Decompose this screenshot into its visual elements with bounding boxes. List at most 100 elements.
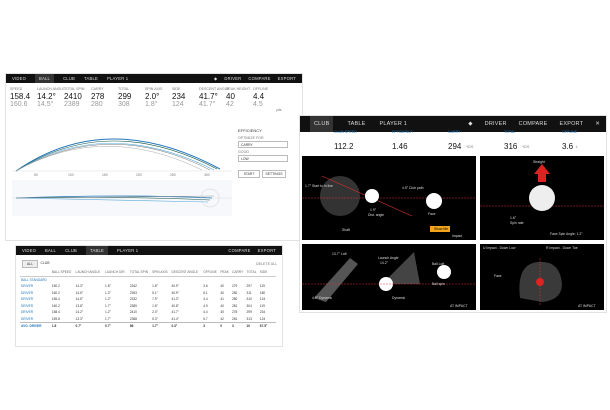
panel-label: 1.6° [510, 216, 517, 220]
tab-player[interactable]: PLAYER 1 [117, 248, 139, 253]
table-cell: 311 [246, 290, 252, 295]
panel-label: 4.9° Dynamic [312, 296, 333, 300]
column-header: SPIN AXIS [151, 269, 171, 277]
table-cell: 41.7° [171, 310, 179, 315]
stat-value: 278 [91, 92, 105, 101]
tab-club[interactable]: CLUB [63, 76, 76, 81]
start-button[interactable]: START [238, 170, 260, 178]
window-a-toolbar: VIDEO BALL CLUB TABLE PLAYER 1 ◆ DRIVER … [6, 74, 302, 83]
table-row[interactable]: DRIVER 159.8 13.3° 1.7° 2388 5.3° 41.4° 6.7 42 28… [20, 316, 276, 323]
panel-label: R Impact - Down Toe [546, 246, 578, 250]
tab-table[interactable]: TABLE [84, 76, 99, 81]
tab-table[interactable]: TABLE [347, 121, 366, 127]
table-cell: 1.8° [152, 284, 158, 289]
table-row[interactable]: DRIVER 156.4 14.5° 1.2° 2332 7.9° 41.3° 4.4 41 28… [20, 296, 276, 303]
shots-table: BALL SPEED LAUNCH ANGLE LAUNCH DIR. TOTA… [20, 269, 276, 330]
table-cell: 160.2 [51, 303, 60, 308]
stat-value: 1.46 [392, 142, 408, 151]
compare-button[interactable]: COMPARE [228, 248, 251, 253]
table-row[interactable]: DRIVER 160.2 14.6° 1.3° 2353 5.1° 40.9° 6.1 40 28… [20, 290, 276, 297]
column-header: TOTAL SPIN [128, 269, 152, 277]
filter-club[interactable]: CLUB [38, 260, 52, 266]
table-cell: 119 [259, 284, 265, 289]
show-me-label[interactable]: Show Me [434, 227, 449, 231]
table-row[interactable]: BALL STANDARD [20, 276, 276, 283]
compare-button[interactable]: COMPARE [518, 121, 548, 127]
export-button[interactable]: EXPORT [559, 121, 584, 127]
filter-all[interactable]: ALL [22, 260, 38, 268]
compare-button[interactable]: COMPARE [248, 76, 271, 81]
tab-ball[interactable]: BALL [45, 248, 57, 253]
panel-label: 4.5° Club path [402, 186, 424, 190]
tab-ball[interactable]: BALL [35, 74, 55, 83]
dispersion-line [15, 195, 213, 199]
stat-value: 294 [448, 142, 462, 151]
face-path-diagram [302, 175, 476, 232]
table-cell: 1.7° [151, 322, 171, 330]
table-cell: BALL STANDARD [21, 277, 47, 282]
panel-label: Launch Angle [378, 256, 399, 260]
stat-label: TOTAL SPIN [64, 87, 85, 91]
tab-player[interactable]: PLAYER 1 [107, 76, 129, 81]
optimize-label: OPTIMIZE FOR [238, 136, 264, 140]
settings-button[interactable]: SETTINGS [262, 170, 286, 178]
table-cell: 0.3° [170, 322, 203, 330]
tab-video[interactable]: VIDEO [12, 76, 27, 81]
good-label: GOOD [238, 150, 249, 154]
close-icon[interactable]: ✕ [595, 121, 600, 127]
driver-selector[interactable]: DRIVER [484, 121, 507, 127]
stat-label: CLUB SPEED [334, 130, 357, 134]
stat-prev: 2389 [64, 101, 80, 108]
tab-player[interactable]: PLAYER 1 [379, 121, 407, 127]
tab-table[interactable]: TABLE [86, 246, 109, 255]
table-row[interactable]: DRIVER 158.4 14.2° 1.2° 2410 2.0° 41.7° 4.4 40 27… [20, 309, 276, 316]
table-cell: 7.9° [152, 297, 158, 302]
unit-label: yds [276, 108, 282, 112]
table-cell: 158.4 [51, 310, 60, 315]
panel-label: Face [494, 274, 502, 278]
table-cell: 313 [246, 316, 252, 321]
good-select[interactable]: LOW [238, 155, 288, 162]
table-cell: 40 [220, 284, 224, 289]
table-cell [246, 276, 259, 283]
face-path-panel: 1.7° Start to In line 4.5° Club path 1.9… [302, 156, 476, 240]
table-cell: 2353 [129, 290, 137, 295]
export-button[interactable]: EXPORT [257, 248, 276, 253]
dispersion-line [15, 197, 209, 203]
delete-all-button[interactable]: DELETE ALL [256, 262, 278, 266]
table-cell: 2.0° [152, 310, 158, 315]
table-cell: 14.5° [75, 297, 84, 302]
table-cell: 6.7 [203, 316, 208, 321]
stat-value: 112.2 [334, 142, 354, 151]
stat-label: SPEED [10, 87, 23, 91]
stat-value: 14.2° [37, 92, 56, 101]
table-cell [75, 276, 104, 283]
stat-label: SIDE [172, 87, 181, 91]
stat-prev: 308 [118, 101, 130, 108]
optimize-select[interactable]: CARRY [238, 141, 288, 148]
table-cell: 6.1 [203, 290, 208, 295]
tab-club[interactable]: CLUB [65, 248, 78, 253]
tab-video[interactable]: VIDEO [22, 248, 37, 253]
table-window: VIDEO BALL CLUB TABLE PLAYER 1 COMPARE E… [16, 246, 282, 346]
tab-club[interactable]: CLUB [310, 116, 334, 132]
table-cell: 299 [246, 310, 252, 315]
table-cell [151, 276, 170, 283]
table-cell: 1.8° [105, 284, 111, 289]
column-header: LAUNCH ANGLE [74, 269, 105, 277]
driver-selector[interactable]: DRIVER [224, 76, 242, 81]
panel-label: Dist. angle [368, 213, 385, 217]
club-logo-icon: ◆ [468, 121, 473, 127]
export-button[interactable]: EXPORT [277, 76, 296, 81]
stat-unit: YDS [522, 145, 530, 149]
panel-label: AT IMPACT [450, 304, 468, 308]
table-cell: 14.6° [75, 290, 84, 295]
stat-label: SPIN AXIS [145, 87, 163, 91]
stat-value: 2410 [64, 92, 82, 101]
stat-prev: 280 [91, 101, 103, 108]
table-cell [129, 276, 151, 283]
table-row[interactable]: DRIVER 160.2 13.8° 1.7° 2389 1.6° 40.8° 4.9 40 28… [20, 303, 276, 310]
table-row[interactable]: DRIVER 150.2 14.3° 1.8° 2342 1.8° 40.9° 3.6 40 27… [20, 283, 276, 290]
table-row[interactable]: AVG. DRIVER 1.8 0.7° 0.7° 86 1.7° 0.3° 3 0 3 10 67.… [20, 322, 276, 330]
column-header: LAUNCH DIR. [104, 269, 129, 277]
